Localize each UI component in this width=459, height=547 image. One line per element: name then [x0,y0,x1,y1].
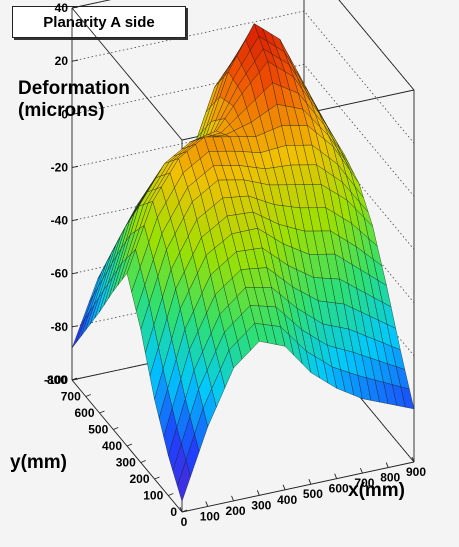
z-tick-label: -60 [51,267,69,281]
y-tick-label: 300 [116,456,136,470]
y-tick-label: 100 [143,489,163,503]
y-tick [71,377,78,381]
z-tick-label: 0 [61,107,68,121]
box-edge [71,7,183,141]
x-tick [308,479,312,485]
x-tick-label: 300 [251,498,271,512]
box-edge [181,461,415,513]
x-tick [205,501,209,507]
x-tick-label: 500 [303,487,323,501]
x-tick [179,506,183,513]
chart-title: Planarity A side [12,6,186,38]
x-tick [360,467,363,474]
z-tick-label: -20 [51,160,69,174]
z-tick-label: 20 [55,54,69,68]
box-edge [71,0,112,9]
x-tick-label: 800 [380,471,400,485]
y-tick-label: 600 [74,406,94,420]
z-tick [71,112,79,115]
z-tick [71,165,79,168]
y-tick-label: 800 [47,373,67,387]
z-tick-label: -80 [51,320,69,334]
y-tick [140,460,146,463]
y-tick [113,427,119,430]
x-tick [231,495,234,502]
z-tick-label: -40 [51,214,69,228]
z-tick-label: 40 [55,1,69,15]
z-axis-title-line1: Deformation [18,78,130,99]
z-tick [71,272,79,275]
x-tick-label: 100 [200,509,220,523]
x-tick-label: 400 [277,493,297,507]
x-tick [385,462,389,468]
z-tick [71,325,79,328]
x-axis-title: x(mm) [348,480,406,501]
y-tick-label: 700 [61,390,81,404]
z-tick [71,59,79,62]
z-tick [71,6,79,9]
x-tick [282,484,286,490]
box-edge [338,0,415,91]
y-tick [181,509,188,513]
z-axis-title: Deformation (microns) [18,78,130,122]
y-tick [154,476,160,480]
x-tick-label: 600 [329,482,349,496]
x-tick-label: 200 [226,504,246,518]
x-tick [411,456,415,463]
y-tick-label: 500 [88,423,108,437]
y-tick-label: 0 [170,505,177,519]
x-tick-label: 0 [181,515,188,529]
z-tick-label: -100 [44,373,68,387]
y-tick [99,410,105,414]
surface-cell [400,386,415,410]
z-axis-title-line2: (microns) [18,100,105,121]
z-tick [71,219,79,222]
x-tick-label: 700 [354,476,374,490]
x-tick [256,490,260,496]
y-tick [168,493,174,496]
y-tick [126,443,133,447]
y-tick [85,394,91,397]
x-tick-label: 900 [406,465,426,479]
y-tick-label: 200 [129,472,149,486]
y-tick-label: 400 [102,439,122,453]
x-tick [334,473,338,479]
y-axis-title: y(mm) [10,452,68,473]
